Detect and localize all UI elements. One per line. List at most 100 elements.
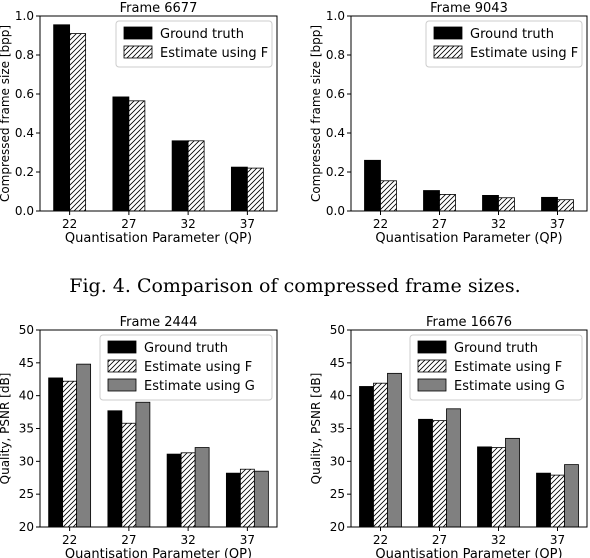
x-tick-label: 37 — [240, 217, 255, 231]
x-tick-label: 27 — [432, 533, 447, 547]
y-tick-label: 40 — [330, 389, 345, 403]
bar-1-22 — [359, 386, 374, 528]
x-tick-label: 22 — [62, 217, 77, 231]
bar-2-27 — [432, 420, 447, 528]
legend-entry: Ground truth — [144, 341, 228, 356]
x-tick-label: 27 — [121, 217, 136, 231]
y-tick-label: 20 — [19, 520, 34, 534]
y-axis-label: Quality, PSNR [dB] — [309, 373, 323, 485]
legend-entry: Estimate using F — [470, 46, 578, 61]
bar-1-27 — [107, 410, 123, 528]
legend-entry: Estimate using G — [454, 379, 565, 394]
x-tick-label: 37 — [550, 217, 565, 231]
bar-2-22 — [380, 180, 397, 212]
figure-caption: Fig. 4. Comparison of compressed frame s… — [69, 275, 521, 297]
bar-1-27 — [423, 190, 440, 212]
y-tick-label: 0.8 — [15, 48, 34, 62]
legend-swatch — [123, 45, 153, 59]
legend: Ground truth Estimate using F — [425, 20, 583, 68]
legend-swatch — [107, 378, 137, 392]
x-tick-label: 32 — [491, 217, 506, 231]
x-tick-label: 37 — [550, 533, 565, 547]
y-tick-label: 25 — [19, 487, 34, 501]
bar-3-32 — [194, 447, 210, 528]
bar-2-37 — [550, 474, 565, 528]
legend-entry: Estimate using F — [160, 46, 268, 61]
bar-1-27 — [418, 418, 433, 528]
y-tick-label: 0.4 — [15, 126, 34, 140]
chart-2: 0.0 0.2 0.4 0.6 0.8 1.0 22 27 32 37 Frame 9043 Quan… — [309, 1, 588, 246]
bar-2-37 — [246, 167, 264, 212]
bar-1-37 — [536, 472, 551, 528]
bar-2-27 — [121, 422, 137, 528]
bar-2-22 — [69, 33, 87, 212]
bar-2-37 — [557, 199, 574, 212]
legend-box — [115, 20, 273, 68]
bar-3-32 — [505, 437, 520, 528]
bar-2-27 — [128, 100, 146, 212]
bar-3-22 — [76, 363, 92, 528]
legend-entry: Ground truth — [470, 27, 554, 42]
x-tick-label: 27 — [121, 533, 136, 547]
legend-entry: Ground truth — [454, 341, 538, 356]
y-tick-label: 0.6 — [15, 87, 34, 101]
legend-swatch — [417, 340, 447, 354]
y-tick-label: 1.0 — [326, 9, 345, 23]
y-tick-label: 20 — [330, 520, 345, 534]
legend-entry: Estimate using F — [144, 360, 252, 375]
x-tick-label: 37 — [240, 533, 255, 547]
bar-1-37 — [230, 166, 248, 212]
y-tick-label: 25 — [330, 487, 345, 501]
bar-2-22 — [62, 380, 78, 528]
x-axis-label: Quantisation Parameter (QP) — [375, 231, 562, 246]
x-tick-label: 32 — [180, 533, 195, 547]
y-tick-label: 40 — [19, 389, 34, 403]
bar-1-22 — [53, 24, 71, 212]
bar-2-32 — [498, 197, 515, 212]
y-tick-label: 50 — [19, 323, 34, 337]
x-tick-label: 32 — [180, 217, 195, 231]
legend-entry: Estimate using F — [454, 360, 562, 375]
y-tick-label: 0.2 — [326, 165, 345, 179]
chart-4: 20 25 30 35 40 45 50 22 27 32 37 Frame 16676 Quantis… — [309, 315, 588, 558]
bar-1-32 — [171, 140, 189, 212]
y-tick-label: 0.0 — [326, 204, 345, 218]
legend-swatch — [433, 45, 463, 59]
legend-entry: Ground truth — [160, 27, 244, 42]
y-tick-label: 1.0 — [15, 9, 34, 23]
x-axis-label: Quantisation Parameter (QP) — [65, 231, 252, 246]
legend: Ground truth Estimate using F Estimate usi… — [99, 334, 273, 401]
y-axis-label: Compressed frame size [bpp] — [0, 25, 12, 202]
bar-2-32 — [187, 140, 205, 212]
legend-swatch — [107, 359, 137, 373]
legend-entry: Estimate using G — [144, 379, 255, 394]
bar-3-22 — [387, 372, 402, 528]
y-tick-label: 35 — [19, 422, 34, 436]
y-tick-label: 30 — [19, 454, 34, 468]
chart-1: 0.0 0.2 0.4 0.6 0.8 1.0 22 27 32 37 Frame 6677 Quan… — [0, 1, 278, 246]
bar-1-32 — [477, 446, 492, 528]
bar-1-27 — [112, 96, 130, 212]
bar-3-37 — [564, 464, 579, 528]
x-tick-label: 22 — [373, 217, 388, 231]
y-tick-label: 0.0 — [15, 204, 34, 218]
bar-3-37 — [253, 470, 269, 528]
chart-3: 20 25 30 35 40 45 50 22 27 32 37 Frame 2444 Quantisa… — [0, 315, 278, 558]
x-axis-label: Quantisation Parameter (QP) — [65, 547, 252, 558]
plot-frame — [350, 15, 588, 212]
bar-2-32 — [491, 447, 506, 528]
bar-1-32 — [166, 453, 182, 528]
y-tick-label: 0.4 — [326, 126, 345, 140]
bar-1-22 — [48, 377, 64, 528]
legend-box — [425, 20, 583, 68]
chart-title: Frame 16676 — [426, 315, 512, 330]
y-tick-label: 45 — [330, 356, 345, 370]
y-axis-label: Compressed frame size [bpp] — [309, 25, 323, 202]
x-tick-label: 22 — [62, 533, 77, 547]
legend-swatch — [123, 26, 153, 40]
legend: Ground truth Estimate using F Estimate usi… — [409, 334, 583, 401]
x-axis-label: Quantisation Parameter (QP) — [375, 547, 562, 558]
y-tick-label: 30 — [330, 454, 345, 468]
plot-frame — [39, 15, 278, 212]
